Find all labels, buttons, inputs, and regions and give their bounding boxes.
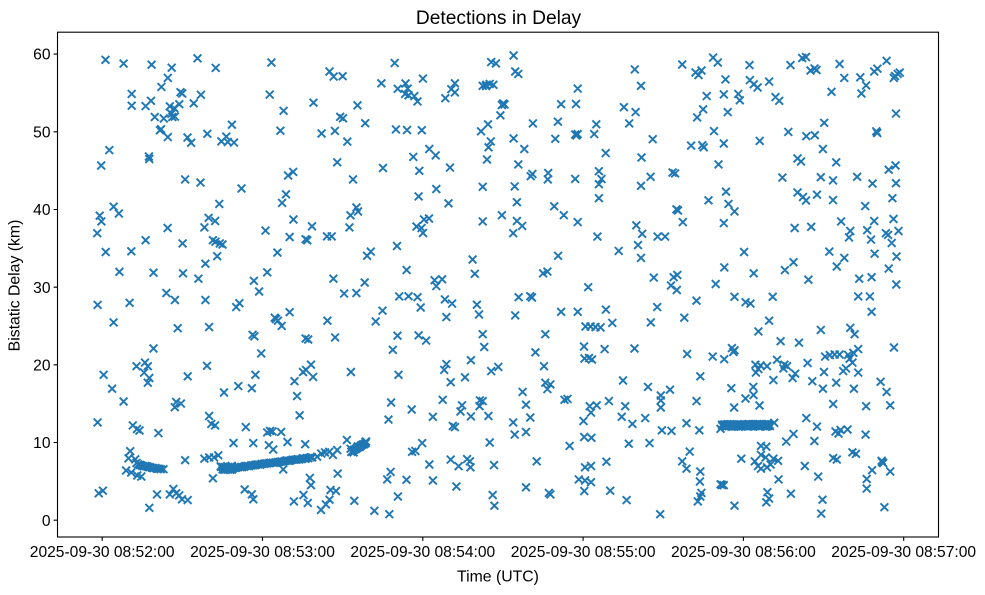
svg-text:2025-09-30 08:57:00: 2025-09-30 08:57:00 <box>831 544 976 561</box>
svg-text:2025-09-30 08:54:00: 2025-09-30 08:54:00 <box>350 544 495 561</box>
svg-text:10: 10 <box>33 435 51 452</box>
svg-text:2025-09-30 08:52:00: 2025-09-30 08:52:00 <box>30 544 175 561</box>
svg-text:Detections in Delay: Detections in Delay <box>416 8 582 29</box>
svg-text:Bistatic Delay (km): Bistatic Delay (km) <box>7 220 24 352</box>
svg-text:2025-09-30 08:53:00: 2025-09-30 08:53:00 <box>190 544 335 561</box>
svg-text:Time (UTC): Time (UTC) <box>457 569 539 586</box>
svg-text:60: 60 <box>33 47 51 64</box>
svg-text:2025-09-30 08:56:00: 2025-09-30 08:56:00 <box>671 544 816 561</box>
svg-text:50: 50 <box>33 124 51 141</box>
svg-text:40: 40 <box>33 202 51 219</box>
svg-text:30: 30 <box>33 280 51 297</box>
svg-text:0: 0 <box>42 513 51 530</box>
svg-text:20: 20 <box>33 357 51 374</box>
svg-text:2025-09-30 08:55:00: 2025-09-30 08:55:00 <box>511 544 656 561</box>
